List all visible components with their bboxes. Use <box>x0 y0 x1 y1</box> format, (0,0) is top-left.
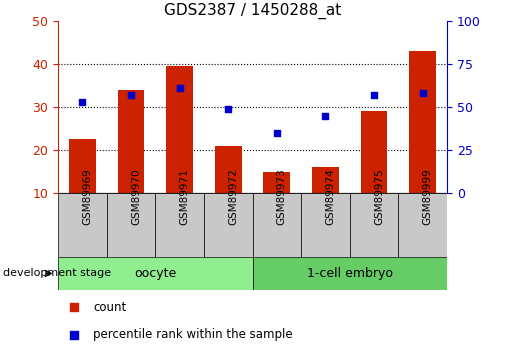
Bar <box>107 193 156 257</box>
Bar <box>58 257 252 290</box>
Point <box>224 106 232 111</box>
Bar <box>252 193 301 257</box>
Bar <box>409 51 436 193</box>
Bar <box>301 193 350 257</box>
Text: GSM89975: GSM89975 <box>374 168 384 225</box>
Bar <box>204 193 252 257</box>
Bar <box>252 257 447 290</box>
Bar <box>398 193 447 257</box>
Text: GSM89973: GSM89973 <box>277 168 287 225</box>
Bar <box>58 193 107 257</box>
Bar <box>350 193 398 257</box>
Text: GSM89969: GSM89969 <box>82 168 92 225</box>
Point <box>370 92 378 98</box>
Text: GSM89972: GSM89972 <box>228 168 238 225</box>
Point <box>321 113 329 118</box>
Bar <box>312 167 339 193</box>
Bar <box>264 171 290 193</box>
Text: GSM89999: GSM89999 <box>423 168 433 225</box>
Point <box>70 304 78 310</box>
Point <box>176 85 184 91</box>
Title: GDS2387 / 1450288_at: GDS2387 / 1450288_at <box>164 3 341 19</box>
Text: GSM89970: GSM89970 <box>131 168 141 225</box>
Bar <box>215 146 241 193</box>
Text: GSM89971: GSM89971 <box>180 168 189 225</box>
Text: count: count <box>93 300 126 314</box>
Bar <box>156 193 204 257</box>
Bar <box>118 90 144 193</box>
Bar <box>166 66 193 193</box>
Bar <box>69 139 96 193</box>
Text: percentile rank within the sample: percentile rank within the sample <box>93 328 293 341</box>
Point <box>419 90 427 96</box>
Bar <box>361 111 387 193</box>
Point <box>70 332 78 337</box>
Text: 1-cell embryo: 1-cell embryo <box>307 267 393 280</box>
Point <box>273 130 281 136</box>
Text: development stage: development stage <box>3 268 111 278</box>
Point <box>78 99 86 105</box>
Text: GSM89974: GSM89974 <box>325 168 335 225</box>
Text: oocyte: oocyte <box>134 267 176 280</box>
Point <box>127 92 135 98</box>
